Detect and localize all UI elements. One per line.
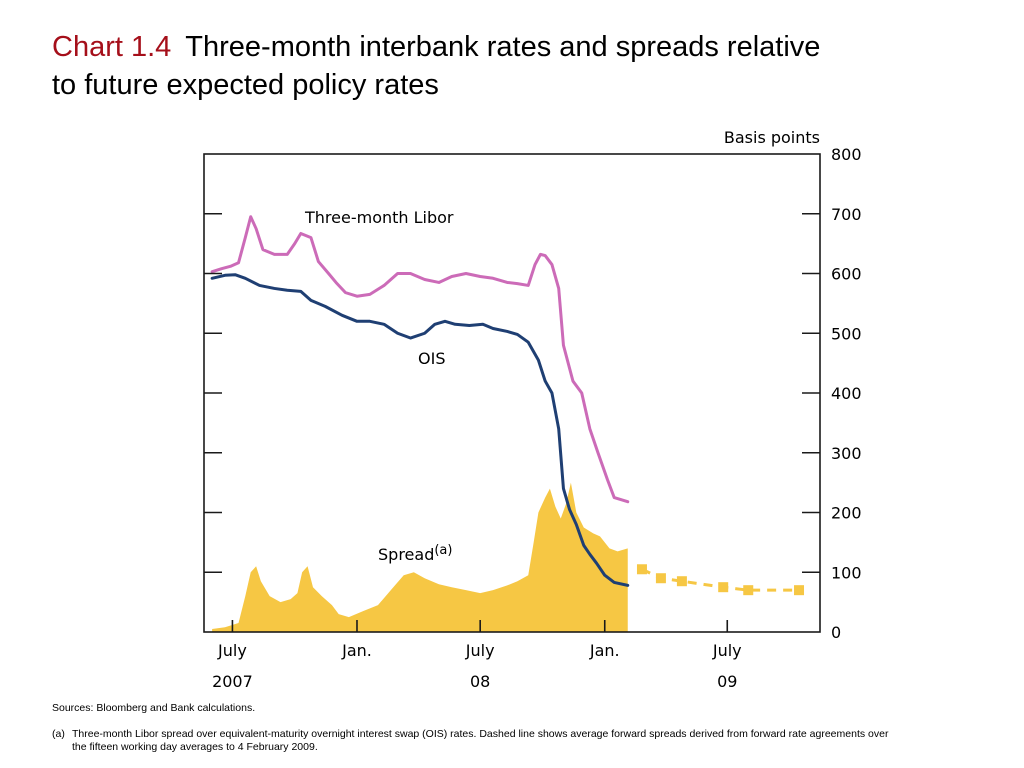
average-forward-spread-marker bbox=[676, 576, 687, 587]
average-forward-spread-marker bbox=[655, 573, 666, 584]
x-tick-label: July bbox=[217, 641, 247, 660]
chart-title-line1: Three-month interbank rates and spreads … bbox=[185, 31, 821, 63]
spread-label-superscript: (a) bbox=[434, 543, 452, 558]
y-tick-label: 400 bbox=[831, 384, 862, 403]
y-tick-label: 100 bbox=[831, 563, 862, 582]
spread-area bbox=[212, 482, 628, 632]
y-tick-label: 500 bbox=[831, 324, 862, 343]
x-tick-label: Jan. bbox=[589, 641, 620, 660]
x-year-label: 2007 bbox=[212, 672, 253, 691]
ois-series-label: OIS bbox=[418, 349, 445, 368]
y-axis-unit-label: Basis points bbox=[724, 128, 820, 147]
average-forward-spread-marker bbox=[718, 582, 729, 593]
chart-marks bbox=[210, 215, 805, 632]
x-tick-label: July bbox=[465, 641, 495, 660]
x-tick-label: July bbox=[712, 641, 742, 660]
x-year-label: 08 bbox=[470, 672, 490, 691]
y-tick-label: 200 bbox=[831, 504, 862, 523]
three-month-libor-line bbox=[210, 215, 630, 504]
y-tick-label: 300 bbox=[831, 444, 862, 463]
sources-note: Sources: Bloomberg and Bank calculations… bbox=[52, 702, 256, 714]
spread-series-label: Spread(a) bbox=[378, 543, 452, 564]
average-forward-spread-marker bbox=[636, 564, 647, 575]
y-axis: 0 100 200 300 400 500 600 700 800 bbox=[204, 145, 862, 642]
chart-number: Chart 1.4 bbox=[52, 31, 172, 63]
libor-series-label: Three-month Libor bbox=[304, 208, 454, 227]
y-tick-label: 700 bbox=[831, 205, 862, 224]
average-forward-spread-marker bbox=[794, 585, 805, 596]
y-tick-label: 600 bbox=[831, 265, 862, 284]
y-tick-label: 0 bbox=[831, 623, 841, 642]
x-year-label: 09 bbox=[717, 672, 737, 691]
y-tick-label: 800 bbox=[831, 145, 862, 164]
average-forward-spread-marker bbox=[743, 585, 754, 596]
chart-title-line2: to future expected policy rates bbox=[52, 69, 439, 101]
plot-frame bbox=[203, 153, 821, 633]
chart-title: Chart 1.4 Three-month interbank rates and… bbox=[52, 28, 992, 104]
x-tick-label: Jan. bbox=[341, 641, 372, 660]
ois-line bbox=[210, 273, 630, 587]
spread-label-text: Spread bbox=[378, 545, 434, 564]
footnote-line1: Three-month Libor spread over equivalent… bbox=[72, 728, 889, 740]
footnote: (a) Three-month Libor spread over equival… bbox=[52, 728, 982, 754]
footnote-line2: the fifteen working day averages to 4 Fe… bbox=[72, 741, 318, 753]
chart: 0 100 200 300 400 500 600 700 800 July Jan. July Ja… bbox=[203, 128, 862, 691]
x-axis: July Jan. July Jan. July 2007 08 09 bbox=[212, 620, 742, 691]
footnote-marker: (a) bbox=[52, 728, 65, 740]
